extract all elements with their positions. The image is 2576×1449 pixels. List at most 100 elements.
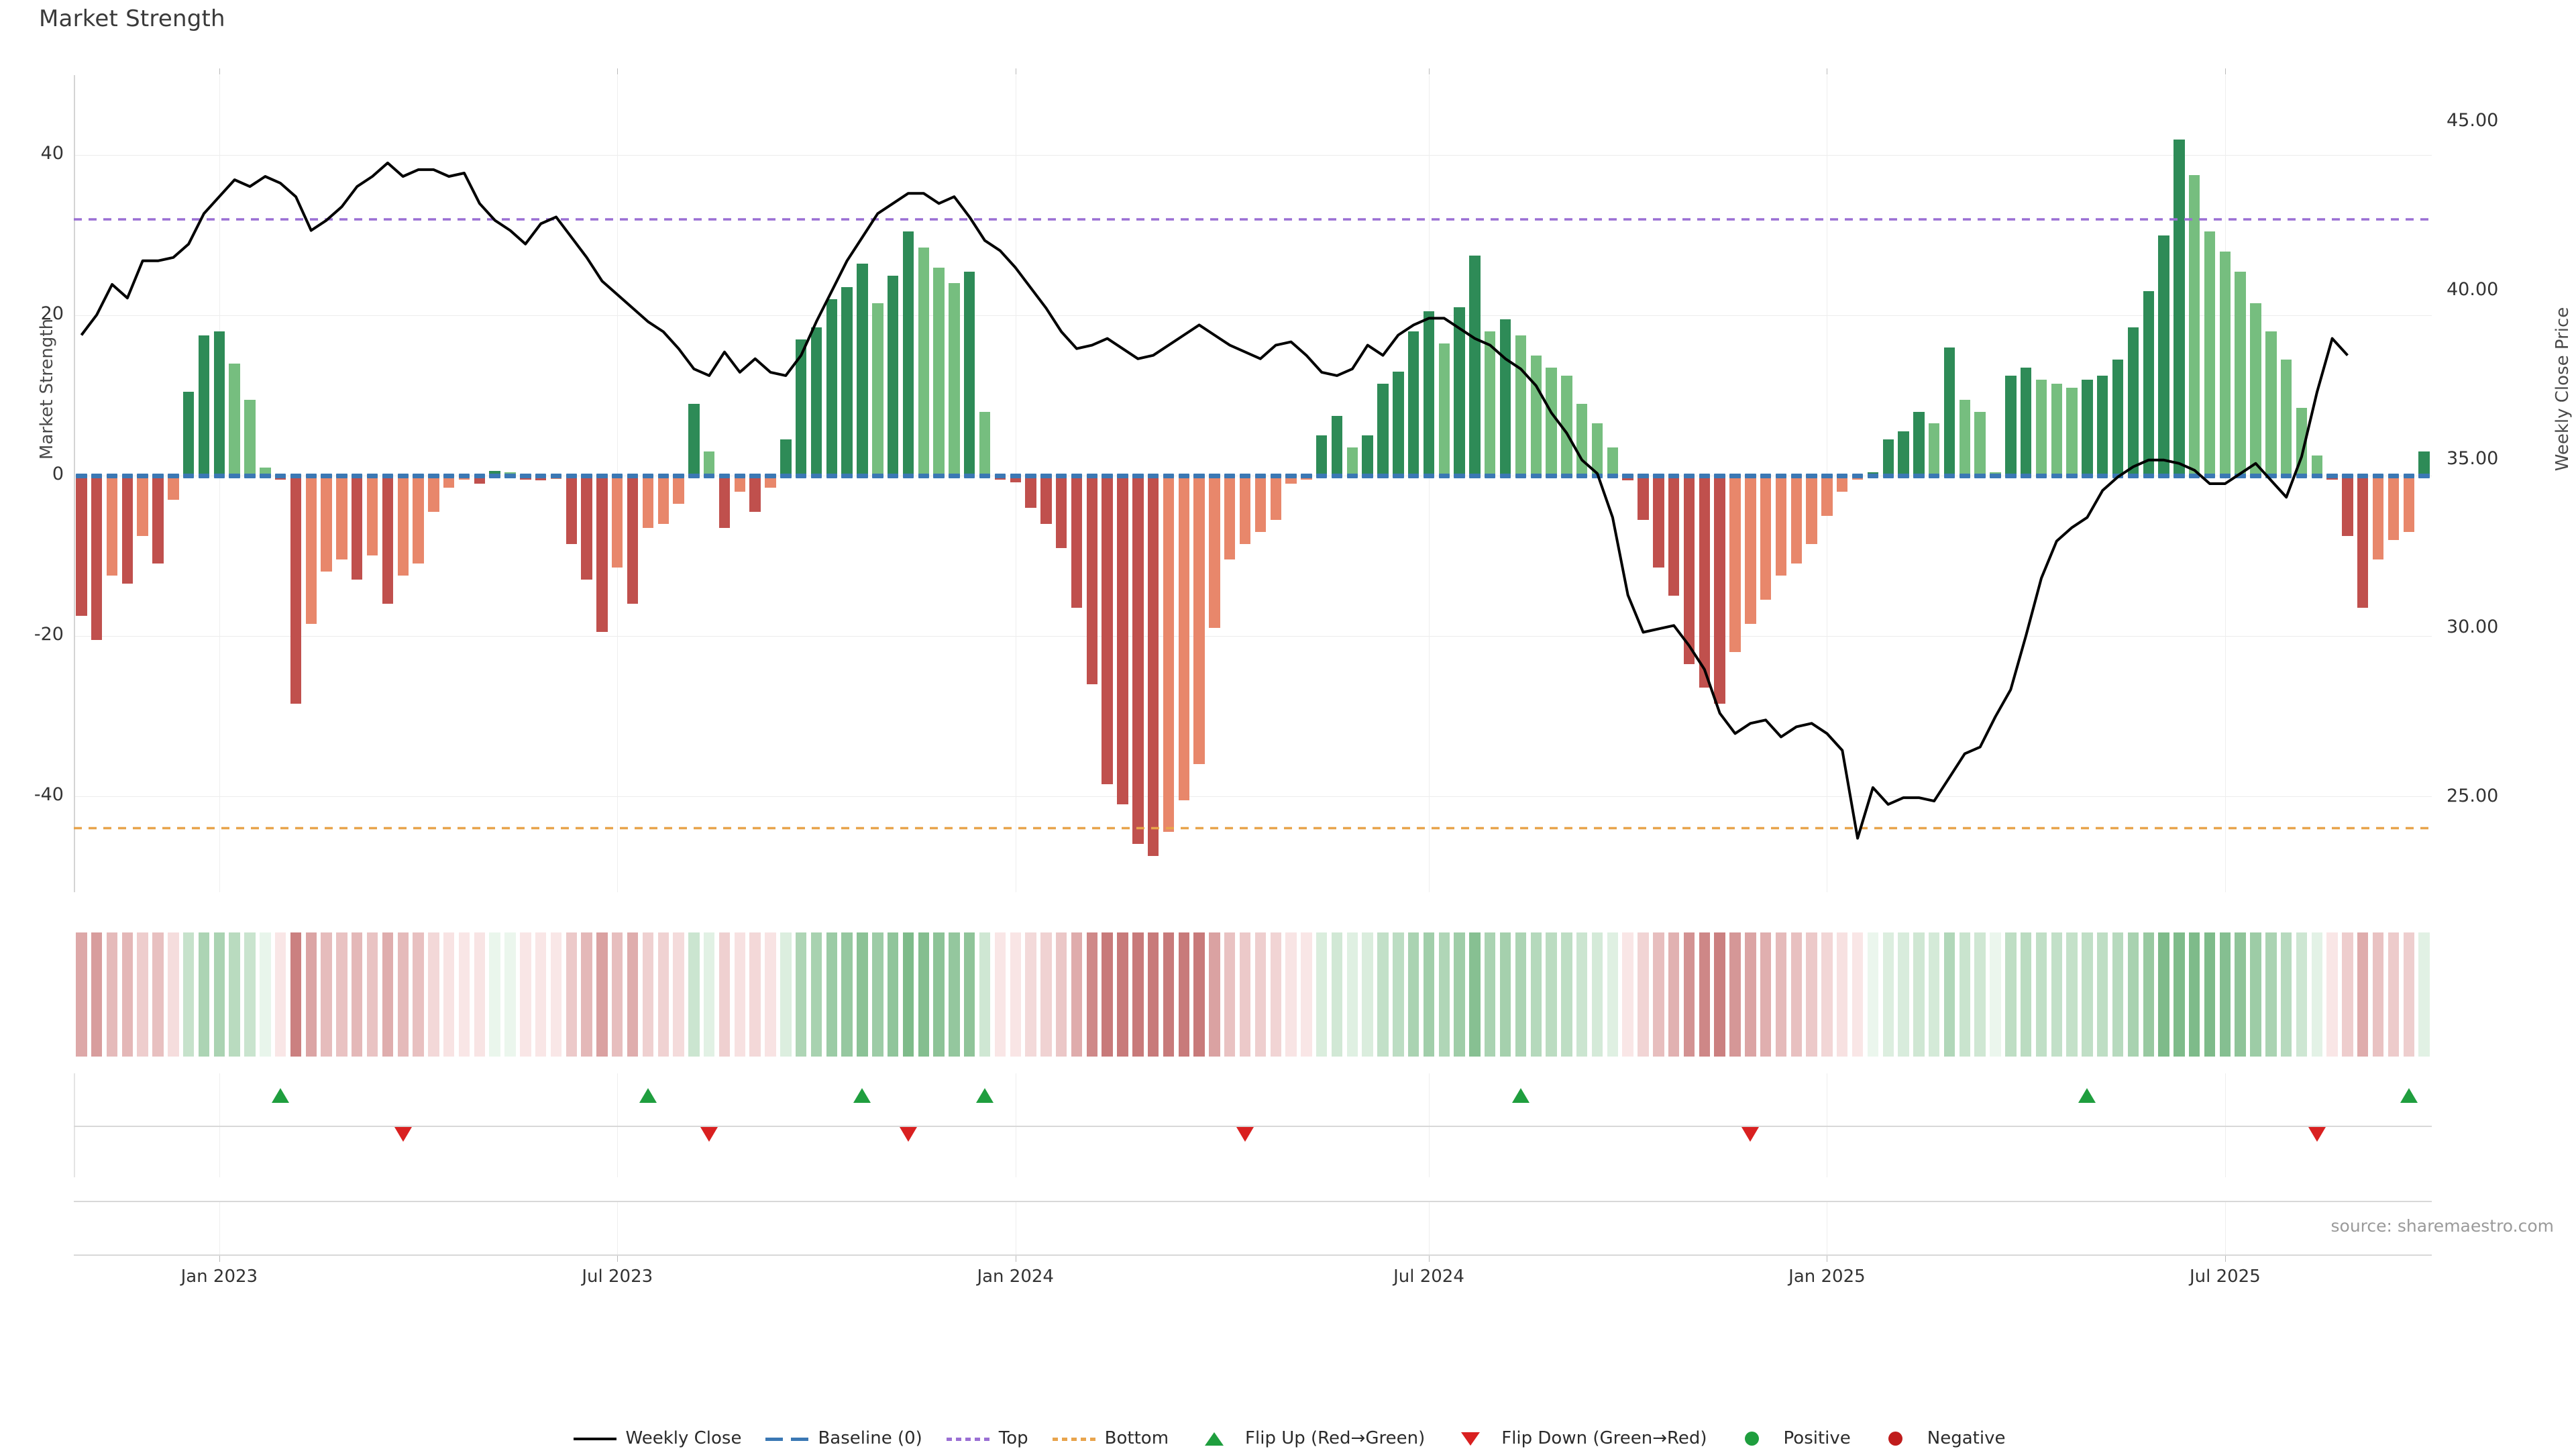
- baseline-segment: [1882, 474, 1894, 479]
- legend-item[interactable]: Weekly Close: [571, 1428, 742, 1448]
- heatmap-cell: [1745, 932, 1756, 1057]
- heatmap-cell: [428, 932, 439, 1057]
- bar-market-strength: [2403, 476, 2414, 532]
- baseline-segment: [2082, 474, 2093, 479]
- heatmap-cell: [1821, 932, 1833, 1057]
- heatmap-cell: [2066, 932, 2078, 1057]
- flip-up-marker: [1511, 1088, 1529, 1103]
- baseline-segment: [1683, 474, 1695, 479]
- bar-market-strength: [1010, 476, 1021, 482]
- heatmap-cell: [274, 932, 286, 1057]
- heatmap-cell: [1775, 932, 1787, 1057]
- baseline-segment: [2174, 474, 2185, 479]
- baseline-segment: [2296, 474, 2308, 479]
- bar-market-strength: [2082, 379, 2093, 476]
- bar-market-strength: [1147, 476, 1159, 857]
- baseline-segment: [213, 474, 225, 479]
- y-tick-left: 40: [40, 143, 64, 164]
- baseline-segment: [550, 474, 562, 479]
- gridline-horizontal: [74, 155, 2432, 156]
- axis-spine-left: [74, 75, 75, 892]
- baseline-segment: [1576, 474, 1588, 479]
- heatmap-cell: [152, 932, 164, 1057]
- heatmap-cell: [1668, 932, 1680, 1057]
- baseline-segment: [1331, 474, 1343, 479]
- chart-legend: Weekly Close Baseline (0) Top Bottom Flip Up…: [0, 1428, 2576, 1448]
- baseline-segment: [581, 474, 592, 479]
- gridline-vertical: [1428, 75, 1430, 892]
- baseline-segment: [1530, 474, 1542, 479]
- bar-market-strength: [1530, 355, 1542, 476]
- baseline-segment: [2051, 474, 2062, 479]
- heatmap-cell: [1209, 932, 1220, 1057]
- heatmap-cell: [1576, 932, 1588, 1057]
- heatmap-cell: [2296, 932, 2308, 1057]
- y-tick-left: -40: [34, 784, 64, 805]
- legend-item[interactable]: Bottom: [1050, 1428, 1169, 1448]
- heatmap-cell: [535, 932, 547, 1057]
- heatmap-cell: [2082, 932, 2093, 1057]
- heatmap-cell: [1928, 932, 1940, 1057]
- heatmap-cell: [1760, 932, 1772, 1057]
- baseline-segment: [382, 474, 394, 479]
- heatmap-cell: [137, 932, 148, 1057]
- baseline-segment: [1790, 474, 1802, 479]
- legend-item[interactable]: Flip Down (Green→Red): [1446, 1428, 1707, 1448]
- bar-market-strength: [1178, 476, 1189, 800]
- baseline-segment: [290, 474, 302, 479]
- baseline-segment: [1546, 474, 1557, 479]
- baseline-segment: [1301, 474, 1312, 479]
- heatmap-cell: [1407, 932, 1419, 1057]
- bar-market-strength: [2189, 175, 2200, 476]
- bar-market-strength: [2035, 379, 2047, 476]
- baseline-segment: [566, 474, 577, 479]
- baseline-segment: [168, 474, 179, 479]
- heatmap-cell: [1055, 932, 1067, 1057]
- bar-market-strength: [182, 391, 195, 476]
- heatmap-cell: [2035, 932, 2047, 1057]
- bar-market-strength: [1071, 476, 1083, 608]
- heatmap-cell: [382, 932, 394, 1057]
- heatmap-cell: [1882, 932, 1894, 1057]
- legend-item[interactable]: Top: [944, 1428, 1028, 1448]
- baseline-segment: [2066, 474, 2078, 479]
- heatmap-cell: [1377, 932, 1389, 1057]
- heatmap-cell: [76, 932, 87, 1057]
- baseline-segment: [994, 474, 1006, 479]
- heatmap-cell: [474, 932, 486, 1057]
- baseline-segment: [718, 474, 731, 479]
- bar-market-strength: [1209, 476, 1220, 628]
- bar-market-strength: [106, 476, 118, 576]
- y-tick-right: 40.00: [2447, 279, 2499, 301]
- heatmap-cell: [1622, 932, 1633, 1057]
- x-tick-label: Jul 2024: [1393, 1267, 1464, 1287]
- bar-market-strength: [1393, 371, 1404, 476]
- bar-market-strength: [1086, 476, 1098, 684]
- legend-item[interactable]: Flip Up (Red→Green): [1190, 1428, 1425, 1448]
- baseline-segment: [198, 474, 210, 479]
- legend-label: Weekly Close: [625, 1428, 742, 1448]
- bar-market-strength: [780, 439, 792, 476]
- baseline-segment: [918, 474, 929, 479]
- bar-market-strength: [964, 271, 975, 476]
- bar-market-strength: [198, 335, 210, 476]
- y-tick-left: 0: [52, 464, 64, 485]
- heatmap-cell: [2127, 932, 2139, 1057]
- baseline-segment: [826, 474, 838, 479]
- legend-dot-icon: [1872, 1430, 1921, 1446]
- legend-triangle-up-icon: [1190, 1430, 1238, 1446]
- heatmap-cell: [1990, 932, 2001, 1057]
- heatmap-cell: [1561, 932, 1572, 1057]
- legend-dot-icon: [1729, 1430, 1777, 1446]
- legend-item[interactable]: Negative: [1872, 1428, 2005, 1448]
- heatmap-cell: [168, 932, 179, 1057]
- heatmap-cell: [352, 932, 363, 1057]
- bar-market-strength: [229, 363, 240, 476]
- legend-item[interactable]: Positive: [1729, 1428, 1851, 1448]
- baseline-segment: [2020, 474, 2032, 479]
- legend-item[interactable]: Baseline (0): [763, 1428, 922, 1448]
- baseline-segment: [1224, 474, 1236, 479]
- baseline-segment: [366, 474, 378, 479]
- baseline-segment: [642, 474, 654, 479]
- heatmap-cell: [305, 932, 317, 1057]
